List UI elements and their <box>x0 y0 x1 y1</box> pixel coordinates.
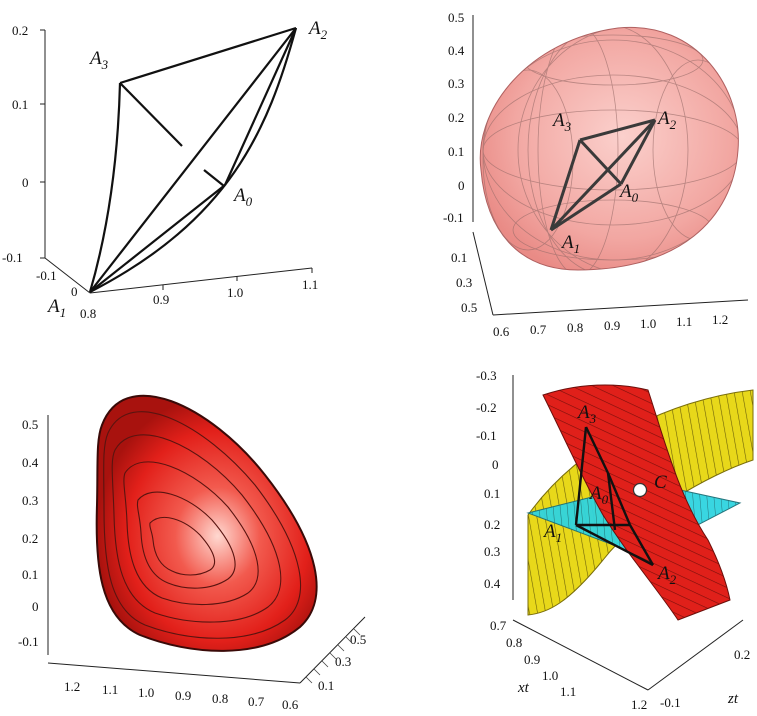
vertex-label-a1: A1 <box>46 296 66 320</box>
z-tick: -0.3 <box>476 368 497 383</box>
z-tick: 0.3 <box>22 493 38 508</box>
ovoid-surface <box>97 396 317 651</box>
y-axis <box>648 620 743 690</box>
y-axis-label: zt <box>727 691 739 707</box>
x-tick: 0.6 <box>282 697 299 712</box>
x-tick: 1.1 <box>302 277 318 292</box>
x-tick: 0.9 <box>604 318 620 333</box>
panel-bottom-left: 0.5 0.4 0.3 0.2 0.1 0 -0.1 1.2 1.1 1.0 0… <box>0 355 378 716</box>
z-tick: 0.2 <box>22 531 38 546</box>
y-tick: 0.3 <box>456 275 472 290</box>
x-tick: 0.6 <box>493 324 510 339</box>
vertex-label-a0: A0 <box>232 185 253 209</box>
z-tick-labels: -0.3 -0.2 -0.1 0 0.1 0.2 0.3 0.4 <box>476 368 501 591</box>
z-tick: 0.4 <box>484 576 501 591</box>
x-tick: 1.2 <box>631 697 647 712</box>
vertex-label-a2: A2 <box>307 18 328 42</box>
x-tick: 1.2 <box>712 312 728 327</box>
z-tick-labels: 0.2 0.1 0 -0.1 <box>2 23 29 265</box>
z-tick-labels: 0.5 0.4 0.3 0.2 0.1 0 -0.1 <box>18 417 39 649</box>
x-tick: 0.8 <box>506 635 522 650</box>
x-tick: 0.9 <box>524 652 540 667</box>
z-tick: 0.2 <box>484 517 500 532</box>
x-tick: 0.7 <box>530 322 547 337</box>
panel-top-right: 0.5 0.4 0.3 0.2 0.1 0 -0.1 0.1 0.3 0.5 0… <box>378 0 757 340</box>
x-axis <box>90 268 312 293</box>
x-tick: 0.7 <box>248 694 265 709</box>
y-tick: 0.5 <box>350 632 366 647</box>
x-tick: 1.0 <box>227 285 243 300</box>
point-c-marker <box>634 484 647 497</box>
z-tick: 0 <box>32 599 39 614</box>
x-tick: 1.1 <box>102 682 118 697</box>
z-tick: 0.1 <box>448 144 464 159</box>
z-tick: -0.1 <box>443 210 464 225</box>
z-tick: 0 <box>458 178 465 193</box>
z-tick: 0.3 <box>484 544 500 559</box>
z-tick-labels: 0.5 0.4 0.3 0.2 0.1 0 -0.1 <box>443 10 465 225</box>
z-tick: 0 <box>22 175 29 190</box>
z-tick: 0.4 <box>448 43 465 58</box>
y-tick: 0.5 <box>461 300 477 315</box>
y-tick-labels: 0.1 0.3 0.5 <box>318 632 366 693</box>
z-tick: 0.1 <box>12 97 28 112</box>
panel-bottom-right: -0.3 -0.2 -0.1 0 0.1 0.2 0.3 0.4 0.7 0.8… <box>378 355 757 716</box>
y-tick: -0.1 <box>36 268 57 283</box>
z-tick: -0.1 <box>2 250 23 265</box>
y-tick-labels: -0.1 0 <box>36 268 78 299</box>
z-tick: 0.4 <box>22 455 39 470</box>
x-tick: 0.9 <box>153 292 169 307</box>
z-tick: -0.2 <box>476 400 497 415</box>
x-tick: 0.8 <box>567 320 583 335</box>
z-tick: 0 <box>492 457 499 472</box>
x-axis <box>493 300 748 315</box>
x-tick-labels: 0.6 0.7 0.8 0.9 1.0 1.1 1.2 <box>493 312 728 339</box>
x-tick-labels: 0.8 0.9 1.0 1.1 <box>80 277 318 321</box>
y-tick: 0.1 <box>318 678 334 693</box>
point-label-c: C <box>654 472 667 493</box>
x-tick-labels: 0.7 0.8 0.9 1.0 1.1 1.2 <box>490 618 647 712</box>
ovoid-surface <box>480 25 757 275</box>
x-tick: 1.1 <box>676 314 692 329</box>
x-tick: 0.8 <box>212 691 228 706</box>
x-axis-label: xt <box>517 680 530 696</box>
z-tick: 0.3 <box>448 76 464 91</box>
y-tick: -0.1 <box>660 695 681 710</box>
y-tick-labels: 0.1 0.3 0.5 <box>451 250 477 315</box>
y-tick: 0.3 <box>335 654 351 669</box>
x-tick: 0.8 <box>80 306 96 321</box>
y-tick: 0 <box>71 284 78 299</box>
x-tick: 1.0 <box>542 668 558 683</box>
z-tick: 0.1 <box>484 486 500 501</box>
x-tick: 0.7 <box>490 618 507 633</box>
x-tick-labels: 1.2 1.1 1.0 0.9 0.8 0.7 0.6 <box>64 679 299 712</box>
axes <box>40 30 312 293</box>
vertex-label-a3: A3 <box>88 48 109 72</box>
x-tick: 1.0 <box>138 685 154 700</box>
z-tick: 0.1 <box>22 567 38 582</box>
x-axis <box>48 663 300 683</box>
z-tick: 0.5 <box>448 10 464 25</box>
y-tick: 0.1 <box>451 250 467 265</box>
x-tick: 0.9 <box>175 688 191 703</box>
panel-top-left: 0.2 0.1 0 -0.1 0.8 0.9 1.0 1.1 -0.1 0 A3… <box>0 0 378 340</box>
tetrahedron <box>90 28 296 292</box>
z-tick: 0.2 <box>12 23 28 38</box>
x-tick: 1.2 <box>64 679 80 694</box>
x-tick: 1.0 <box>640 316 656 331</box>
x-tick: 1.1 <box>560 684 576 699</box>
y-axis <box>300 617 365 683</box>
z-tick: 0.5 <box>22 417 38 432</box>
z-tick: -0.1 <box>18 634 39 649</box>
z-tick: -0.1 <box>476 428 497 443</box>
y-tick: 0.2 <box>734 647 750 662</box>
z-tick: 0.2 <box>448 110 464 125</box>
